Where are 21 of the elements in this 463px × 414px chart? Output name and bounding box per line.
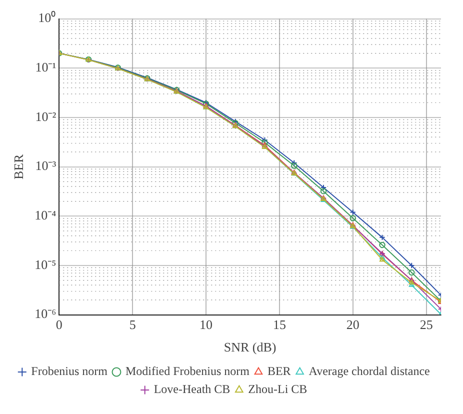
y-tick-label: 10⁰ [38,10,56,26]
legend-label: Frobenius norm [31,364,108,378]
y-tick-label: 10⁻⁶ [34,306,56,322]
y-tick-label: 10⁻³ [35,158,56,174]
legend-label: Average chordal distance [308,364,430,378]
y-tick-label: 10⁻¹ [35,60,56,75]
x-tick-label: 20 [346,317,360,332]
legend-label: Love-Heath CB [154,382,230,396]
legend-label: BER [267,364,291,378]
x-tick-label: 10 [200,317,213,332]
y-tick-label: 10⁻⁴ [34,208,57,223]
x-tick-label: 0 [56,317,62,332]
x-tick-label: 25 [420,317,433,332]
x-axis-title: SNR (dB) [224,340,276,355]
y-tick-label: 10⁻⁵ [34,256,56,272]
legend-label: Modified Frobenius norm [125,364,250,378]
x-tick-label: 5 [129,317,136,332]
x-tick-label: 15 [272,317,286,332]
legend-label: Zhou-Li CB [248,382,308,396]
y-axis-title: BER [11,154,26,180]
y-tick-label: 10⁻² [35,108,56,124]
